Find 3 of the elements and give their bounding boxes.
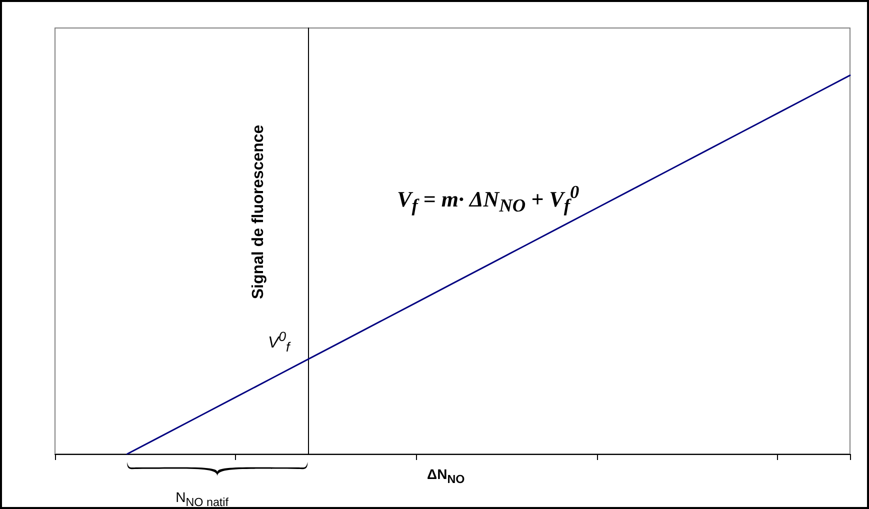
x-axis-title: ΔN$_{NO}$ (427, 466, 465, 486)
text: N$_{NO natif}$ (176, 489, 228, 509)
y-axis-title: Signal de fluorescence (250, 124, 268, 300)
